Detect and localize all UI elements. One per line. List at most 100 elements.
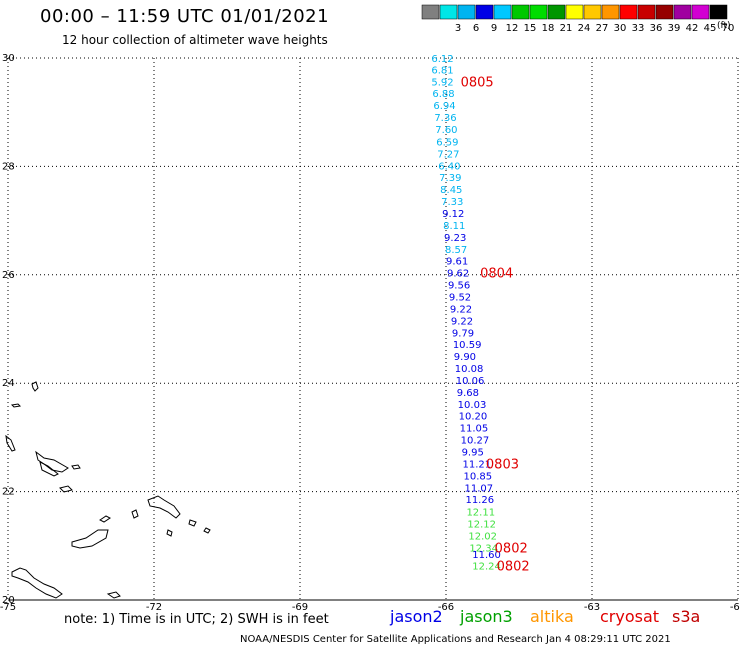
swh-value: 10.85 <box>464 471 493 482</box>
legend-swatch <box>655 4 674 20</box>
legend-swatch <box>673 4 692 20</box>
swh-value: 8.45 <box>440 185 462 196</box>
swh-value: 9.12 <box>442 209 464 220</box>
swh-value: 12.12 <box>467 520 496 531</box>
lat-lon-grid: -75 -72 -69 -66 -63 -60 30 28 26 24 22 20 <box>0 53 740 613</box>
legend-label: 12 <box>506 23 519 34</box>
legend-label: 9 <box>491 23 497 34</box>
lat-tick-label: 28 <box>2 161 15 172</box>
satellite-altika: altika <box>530 607 574 626</box>
legend-swatch <box>511 4 530 20</box>
swh-value: 10.03 <box>458 400 487 411</box>
swh-value: 12.24 <box>472 561 501 572</box>
coastline-islands <box>5 381 211 599</box>
swh-value: 6.12 <box>431 54 453 65</box>
legend-swatch <box>457 4 476 20</box>
swh-value: 9.68 <box>457 388 479 399</box>
legend-swatch <box>493 4 512 20</box>
swh-value: 10.27 <box>461 436 490 447</box>
lat-tick-label: 20 <box>2 595 15 606</box>
swh-value: 10.06 <box>456 376 485 387</box>
swh-value: 11.26 <box>465 495 494 506</box>
swh-value: 5.92 <box>431 77 453 88</box>
legend-swatch <box>691 4 710 20</box>
island-shape <box>39 461 59 477</box>
map-title: 00:00 – 11:59 UTC 01/01/2021 <box>40 6 330 27</box>
swh-value: 11.07 <box>464 483 493 494</box>
island-shape <box>59 485 73 493</box>
swh-value: 7.60 <box>435 125 457 136</box>
lon-tick-label: -72 <box>146 602 162 613</box>
time-marks: 0805 0804 0803 0802 0802 <box>461 75 530 574</box>
legend-unit: (ft) <box>717 21 731 31</box>
island-shape <box>11 567 63 599</box>
legend-label: 6 <box>473 23 479 34</box>
swh-value: 7.36 <box>434 113 456 124</box>
legend-label: 45 <box>704 23 717 34</box>
satellite-jason3: jason3 <box>460 607 513 626</box>
legend-label: 21 <box>560 23 573 34</box>
lon-tick-label: -63 <box>584 602 600 613</box>
note-text: note: 1) Time is in UTC; 2) SWH is in fe… <box>64 612 329 627</box>
swh-value: 6.59 <box>436 137 458 148</box>
swh-value: 9.56 <box>448 281 470 292</box>
legend-swatch <box>475 4 494 20</box>
lon-tick-label: -60 <box>730 602 740 613</box>
swh-value: 9.23 <box>444 233 466 244</box>
swh-value: 7.33 <box>441 197 463 208</box>
time-mark: 0804 <box>480 267 513 282</box>
satellite-s3a: s3a <box>672 607 701 626</box>
swh-value: 11.21 <box>463 459 492 470</box>
lat-tick-label: 24 <box>2 378 15 389</box>
lat-tick-label: 30 <box>2 53 15 64</box>
swh-value: 9.79 <box>452 328 474 339</box>
legend-label: 39 <box>668 23 681 34</box>
footer-credit: NOAA/NESDIS Center for Satellite Applica… <box>240 634 671 645</box>
island-shape <box>71 464 81 470</box>
swh-value: 6.88 <box>432 89 454 100</box>
legend-swatch <box>529 4 548 20</box>
island-shape <box>71 529 109 549</box>
swh-value: 11.05 <box>460 424 489 435</box>
legend-label: 36 <box>650 23 663 34</box>
lat-tick-label: 26 <box>2 270 15 281</box>
island-shape <box>31 381 39 392</box>
lat-tick-label: 22 <box>2 487 15 498</box>
swh-value: 10.20 <box>459 412 488 423</box>
satellite-jason2: jason2 <box>390 607 443 626</box>
lon-tick-label: -75 <box>0 602 16 613</box>
legend-label: 70 <box>722 23 735 34</box>
legend-swatch <box>709 4 728 20</box>
legend-label: 27 <box>596 23 609 34</box>
legend-label: 18 <box>542 23 555 34</box>
swh-value: 9.22 <box>451 316 473 327</box>
island-shape <box>35 450 69 473</box>
swh-value: 9.22 <box>450 304 472 315</box>
legend-swatch <box>421 4 440 20</box>
legend-swatch <box>565 4 584 20</box>
legend-label: 30 <box>614 23 627 34</box>
swh-value: 12.34 <box>469 543 498 554</box>
legend-label: 3 <box>455 23 461 34</box>
swh-value: 8.57 <box>445 245 467 256</box>
swh-value: 11.60 <box>472 550 501 561</box>
swh-value: 6.40 <box>438 161 460 172</box>
swh-value: 8.11 <box>443 221 465 232</box>
swh-value: 9.95 <box>462 447 484 458</box>
legend-swatch <box>547 4 566 20</box>
legend-swatch <box>637 4 656 20</box>
island-shape <box>106 591 121 599</box>
time-mark: 0805 <box>461 75 494 90</box>
swh-value: 12.02 <box>468 532 497 543</box>
swh-track: 6.126.815.926.886.947.367.606.597.276.40… <box>431 54 501 572</box>
island-shape <box>131 509 139 519</box>
island-shape <box>166 529 173 537</box>
swh-value: 7.27 <box>437 149 459 160</box>
swh-value: 9.52 <box>449 292 471 303</box>
legend-label: 42 <box>686 23 699 34</box>
island-shape <box>99 515 111 523</box>
swh-value: 10.59 <box>453 340 482 351</box>
swh-value: 6.81 <box>431 65 453 76</box>
island-shape <box>10 403 22 408</box>
